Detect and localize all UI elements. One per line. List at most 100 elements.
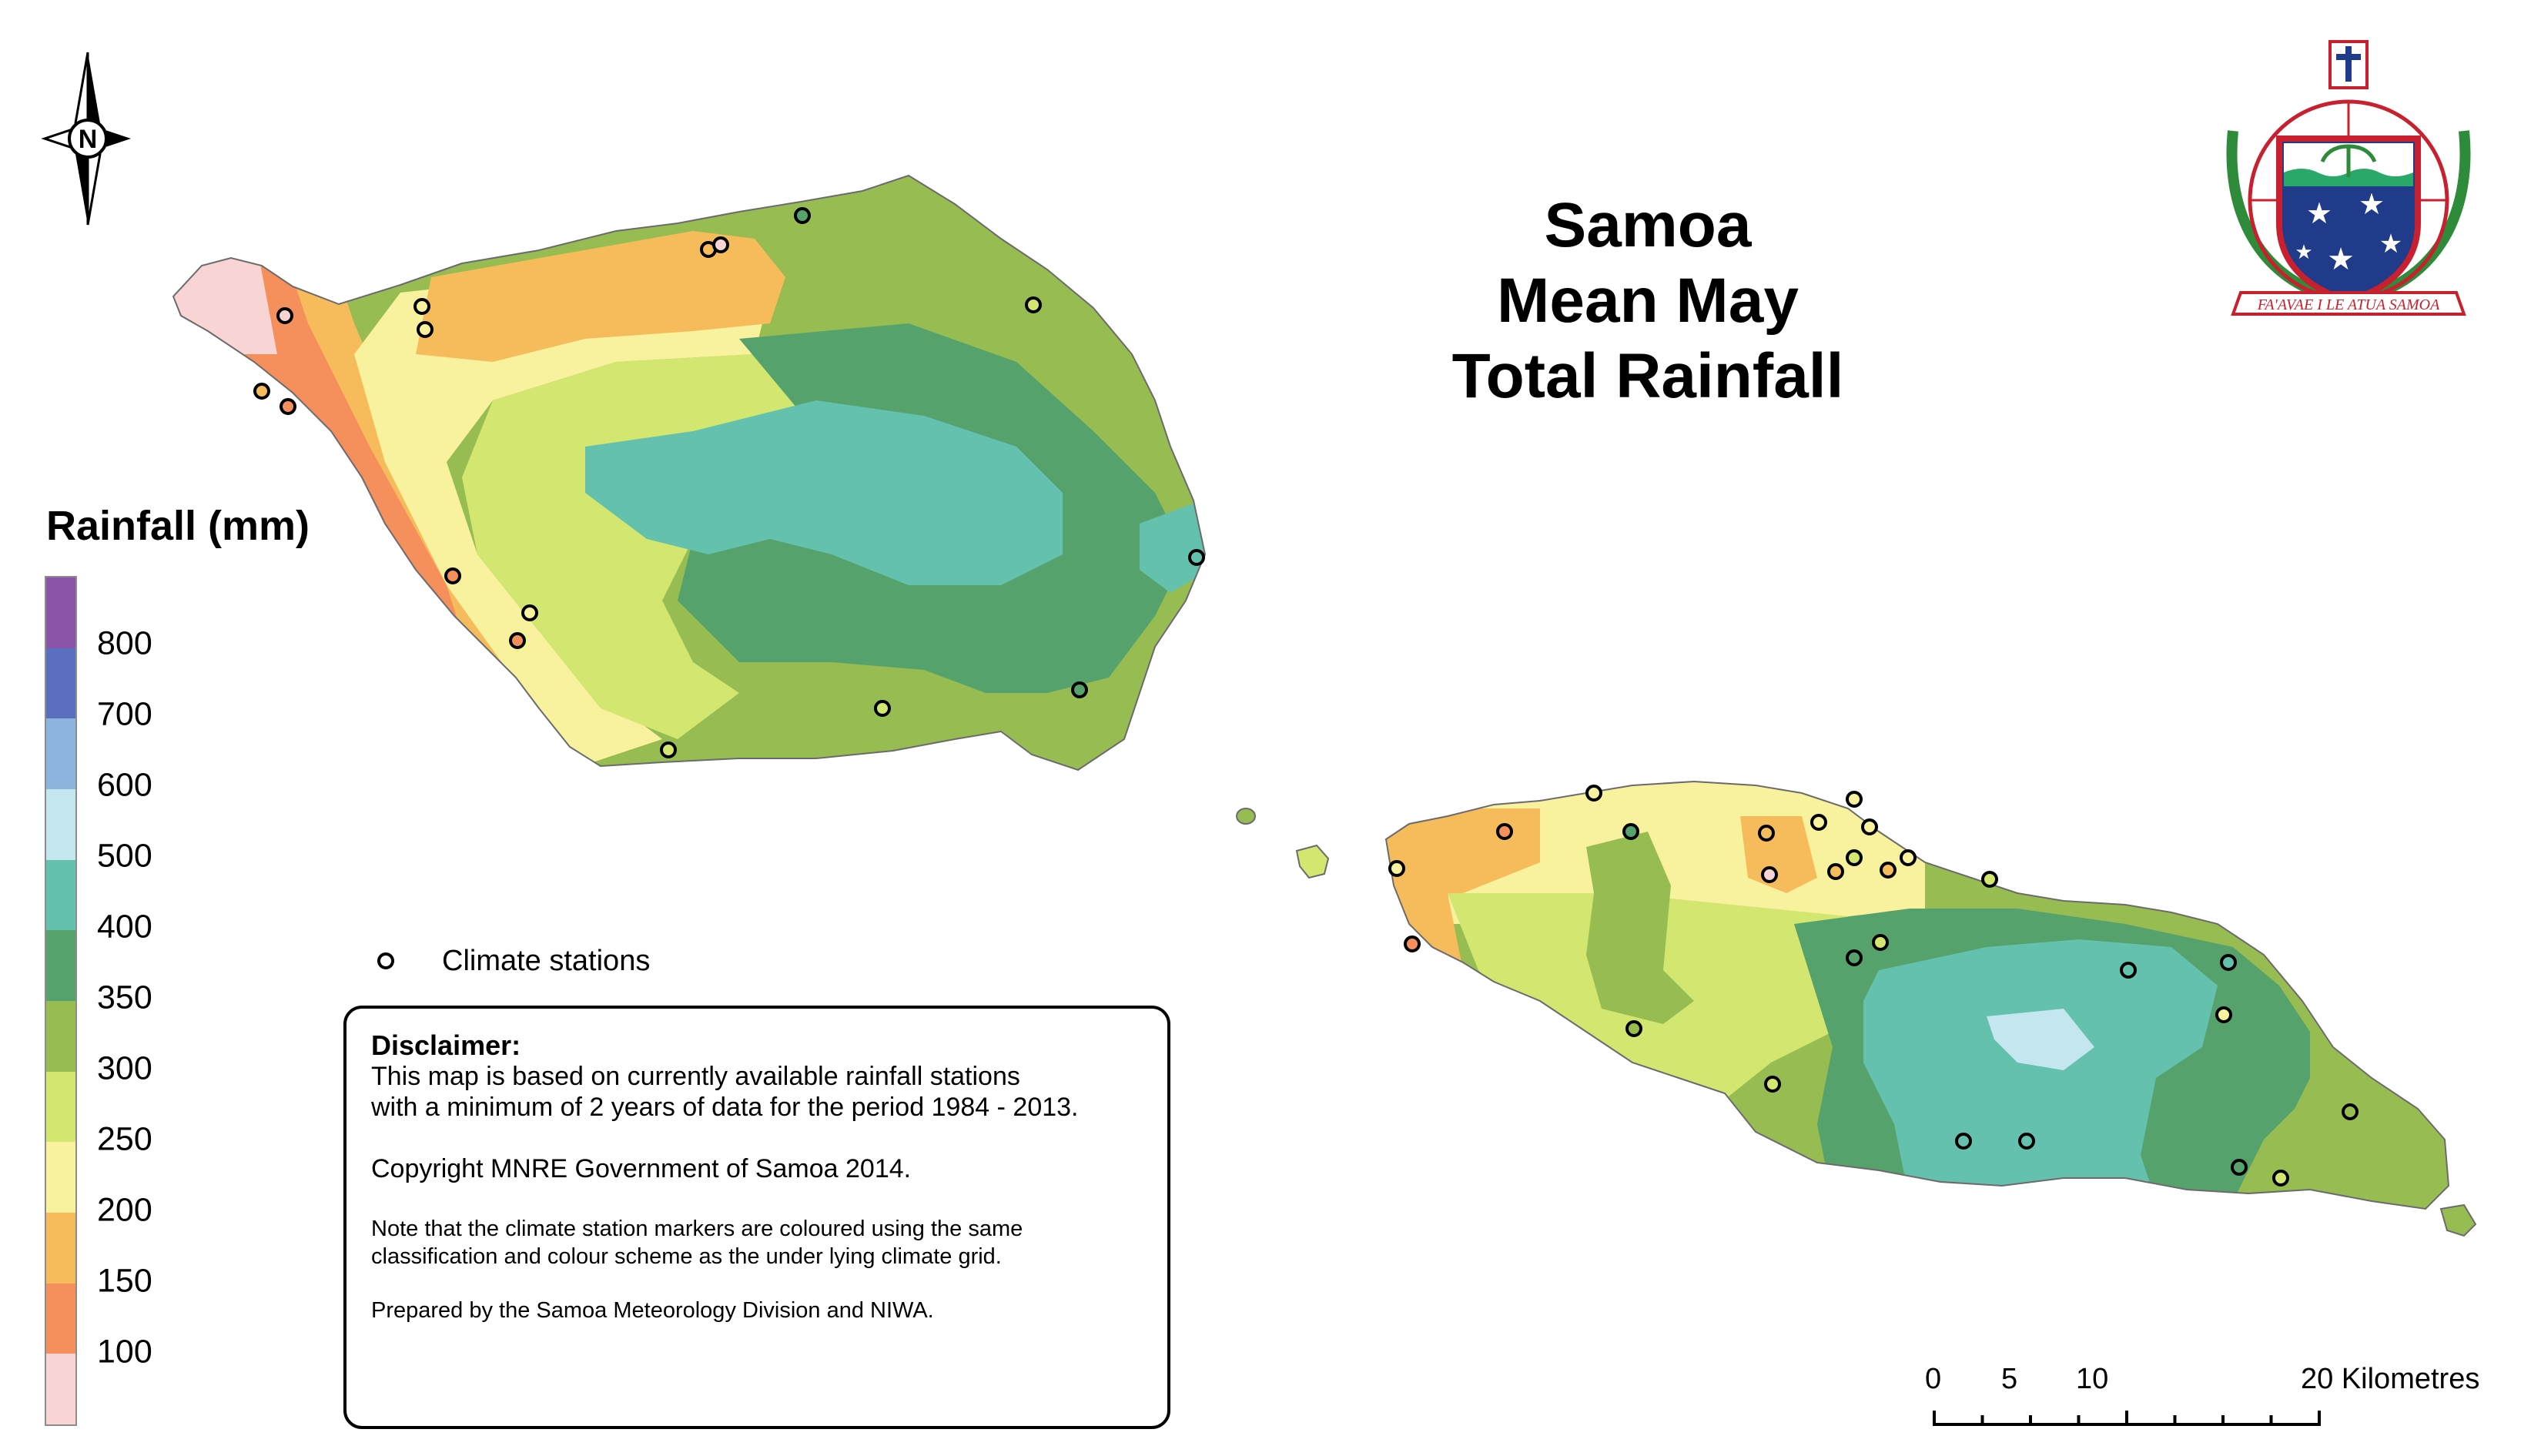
title-line-3: Total Rainfall — [1451, 341, 1844, 411]
legend-swatch — [46, 1071, 75, 1143]
disclaimer-body-line: This map is based on currently available… — [371, 1062, 1020, 1091]
legend-label: 600 — [97, 766, 152, 804]
climate-station-marker — [280, 398, 296, 415]
disclaimer-heading: Disclaimer: — [371, 1029, 521, 1061]
climate-station-marker — [1071, 681, 1088, 698]
climate-station-marker — [1764, 1076, 1781, 1093]
legend-label: 250 — [97, 1120, 152, 1158]
climate-station-marker — [2342, 1103, 2359, 1120]
title-line-2: Mean May — [1497, 266, 1799, 336]
nuutele-islet — [2439, 1203, 2477, 1237]
climate-station-marker — [1981, 871, 1998, 888]
climate-station-marker — [521, 604, 538, 621]
emblem-motto: FA'AVAE I LE ATUA SAMOA — [2257, 296, 2440, 313]
climate-station-marker — [1025, 296, 1042, 313]
svg-text:★: ★ — [2359, 189, 2385, 221]
legend-swatch — [46, 1354, 75, 1425]
title-line-1: Samoa — [1544, 190, 1752, 260]
climate-station-marker — [1880, 862, 1897, 879]
legend-label: 700 — [97, 695, 152, 733]
climate-station-marker — [2231, 1159, 2248, 1176]
manono-island — [1295, 844, 1330, 879]
disclaimer-note-line: Note that the climate station markers ar… — [371, 1217, 1023, 1241]
legend-color-ramp — [45, 576, 77, 1426]
climate-station-marker — [276, 307, 293, 324]
scale-bar: 0 5 10 20 Kilometres — [1925, 1363, 2495, 1440]
scale-bar-line — [1933, 1411, 2321, 1426]
climate-station-marker — [2272, 1170, 2289, 1187]
legend-swatch — [46, 1142, 75, 1213]
climate-station-marker — [712, 236, 729, 253]
legend-label: 100 — [97, 1333, 152, 1371]
climate-station-marker — [1900, 849, 1917, 866]
legend-swatch — [46, 1213, 75, 1284]
svg-text:★: ★ — [2295, 240, 2312, 263]
climate-station-marker — [1758, 825, 1775, 842]
disclaimer-body-line: with a minimum of 2 years of data for th… — [371, 1093, 1079, 1122]
legend-swatch — [46, 930, 75, 1002]
legend-label: 200 — [97, 1191, 152, 1229]
climate-station-marker — [1404, 936, 1421, 952]
climate-station-marker — [874, 700, 891, 717]
legend-swatch — [46, 718, 75, 790]
climate-station-marker — [1622, 823, 1639, 840]
climate-station-marker — [1846, 849, 1863, 866]
samoa-coat-of-arms-icon: ★ ★ ★ ★ ★ FA'AVAE I LE ATUA SAMOA — [2226, 40, 2471, 316]
climate-station-marker — [1496, 823, 1513, 840]
climate-station-marker — [2120, 962, 2137, 979]
map-title: Samoa Mean May Total Rainfall — [1340, 188, 1956, 414]
climate-station-marker — [1810, 814, 1827, 831]
legend-swatch — [46, 648, 75, 719]
north-label: N — [79, 125, 98, 154]
climate-station-marker — [2220, 954, 2237, 971]
svg-text:★: ★ — [2379, 229, 2402, 259]
legend-swatch — [46, 859, 75, 931]
climate-station-marker — [1827, 863, 1844, 880]
climate-station-marker — [660, 741, 677, 758]
climate-station-marker — [794, 207, 811, 224]
apolima-island — [1236, 808, 1256, 825]
climate-station-marker — [1846, 949, 1863, 966]
climate-stations — [253, 207, 2359, 1187]
climate-station-marker — [1585, 785, 1602, 802]
legend-label: 800 — [97, 624, 152, 662]
legend-label: 300 — [97, 1049, 152, 1087]
scale-label-20: 20 Kilometres — [2301, 1363, 2480, 1395]
legend-swatch — [46, 577, 75, 648]
legend-swatch — [46, 1283, 75, 1354]
scale-label-10: 10 — [2076, 1363, 2109, 1395]
climate-station-marker — [509, 632, 526, 649]
svg-text:★: ★ — [2327, 243, 2355, 276]
legend-swatch — [46, 789, 75, 860]
station-key-label: Climate stations — [442, 944, 651, 977]
scale-label-0: 0 — [1925, 1363, 1942, 1395]
legend-swatch — [46, 1001, 75, 1072]
svg-text:★: ★ — [2306, 198, 2332, 230]
disclaimer-note-line: classification and colour scheme as the … — [371, 1244, 1002, 1269]
legend-label: 500 — [97, 837, 152, 875]
climate-station-marker — [253, 383, 270, 400]
legend-title: Rainfall (mm) — [46, 503, 310, 549]
disclaimer-copyright: Copyright MNRE Government of Samoa 2014. — [371, 1154, 912, 1183]
station-key: Climate stations — [377, 939, 650, 982]
station-marker-icon — [377, 952, 394, 969]
climate-station-marker — [1846, 791, 1863, 808]
legend-label: 400 — [97, 908, 152, 946]
climate-station-marker — [1872, 934, 1889, 951]
climate-station-marker — [413, 298, 430, 315]
climate-station-marker — [1955, 1133, 1972, 1150]
climate-station-marker — [1861, 818, 1878, 835]
climate-station-marker — [444, 567, 461, 584]
disclaimer-prepared: Prepared by the Samoa Meteorology Divisi… — [371, 1298, 934, 1323]
upolu-island — [1384, 780, 2450, 1210]
climate-station-marker — [2018, 1133, 2035, 1150]
climate-station-marker — [417, 321, 434, 338]
climate-station-marker — [1388, 860, 1405, 877]
disclaimer-box: Disclaimer: This map is based on current… — [343, 1006, 1170, 1429]
climate-station-marker — [1188, 549, 1205, 566]
scale-label-5: 5 — [2001, 1363, 2018, 1395]
climate-station-marker — [1625, 1020, 1642, 1037]
legend-label: 350 — [97, 979, 152, 1016]
north-arrow-icon: N — [41, 52, 131, 226]
